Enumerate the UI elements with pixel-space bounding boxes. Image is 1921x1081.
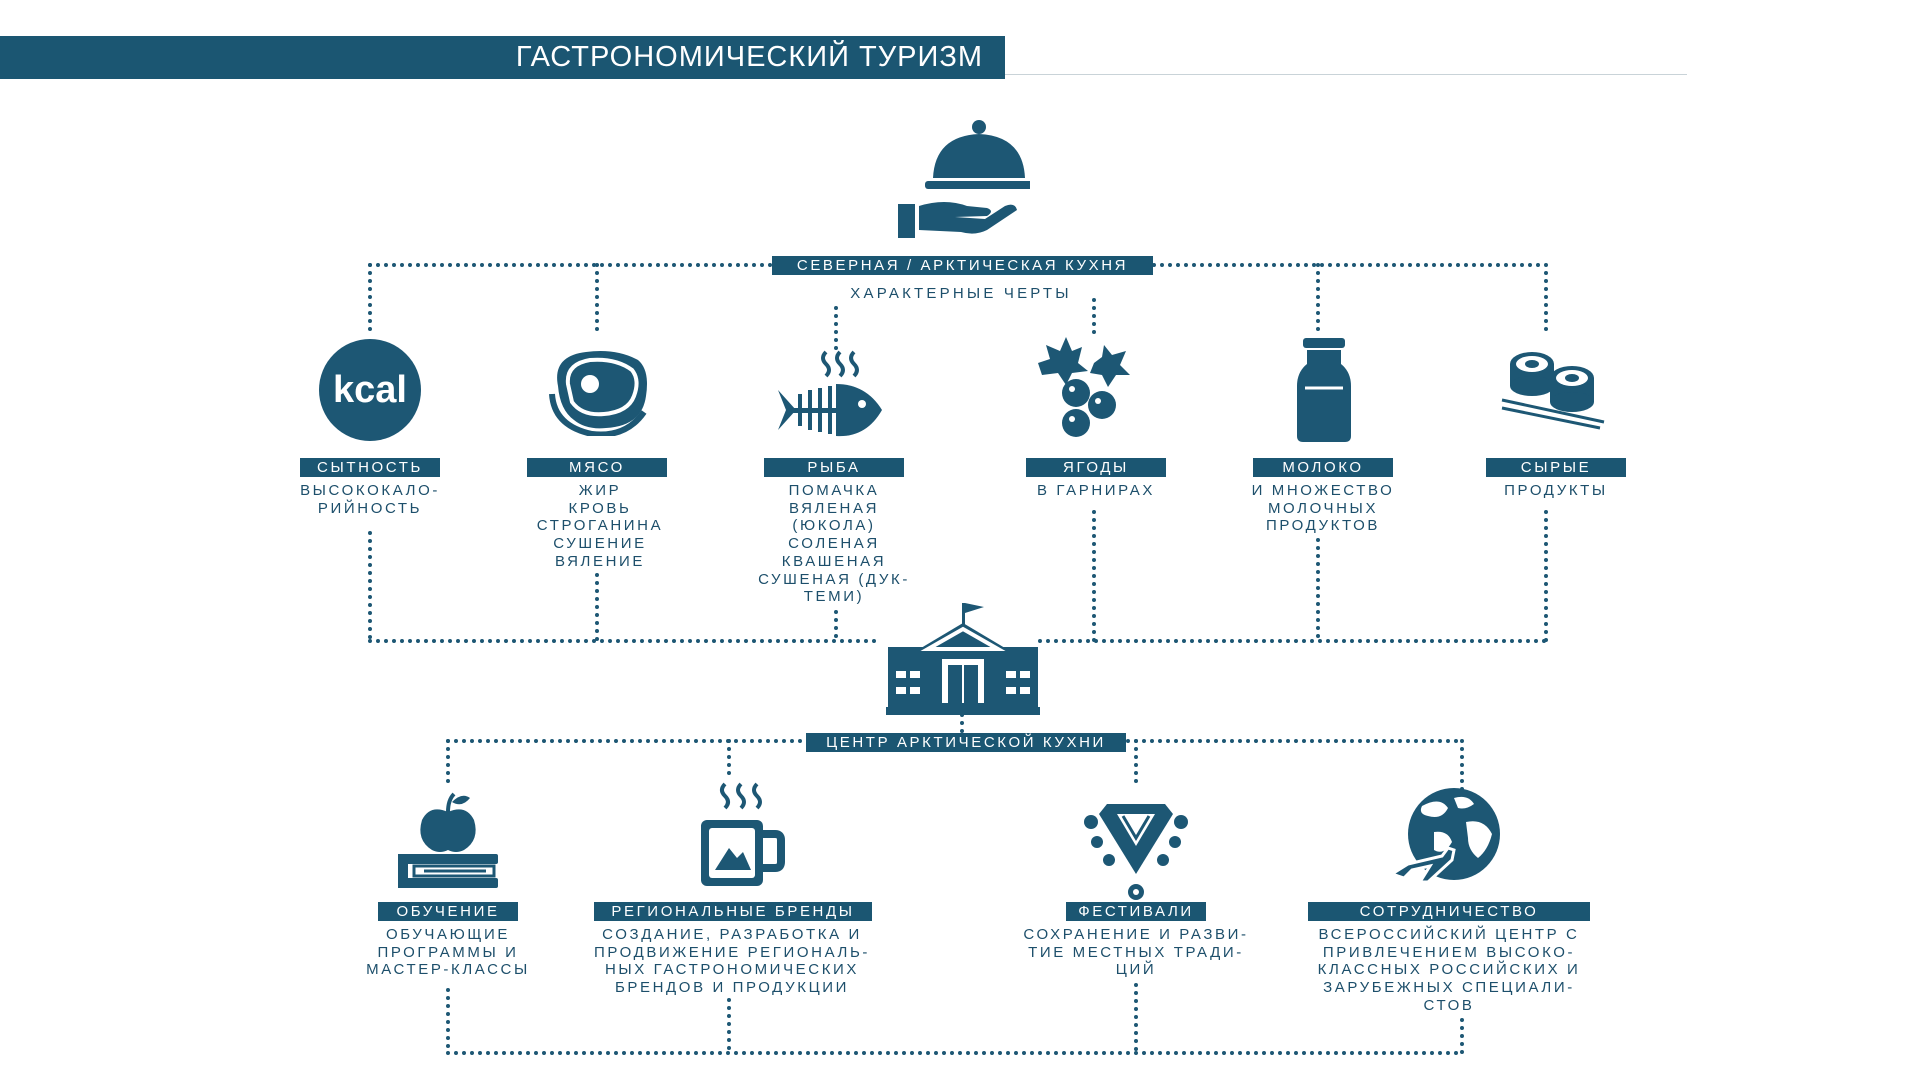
sushi-icon: [1501, 352, 1605, 430]
feature-label-raw: СЫРЫЕ: [1486, 458, 1626, 477]
feature-text-berries: В ГАРНИРАХ: [1018, 482, 1174, 500]
direction-label-festivals: ФЕСТИВАЛИ: [1066, 902, 1206, 921]
feature-label-fish: РЫБА: [764, 458, 904, 477]
feature-label-milk: МОЛОКО: [1253, 458, 1393, 477]
direction-label-cooperation: СОТРУДНИЧЕСТВО: [1308, 902, 1590, 921]
school-building-icon: [886, 603, 1040, 715]
kcal-icon: kcal: [319, 339, 421, 441]
fish-icon: [778, 350, 882, 437]
mug-icon: [701, 782, 785, 886]
direction-label-brands: РЕГИОНАЛЬНЫЕ БРЕНДЫ: [594, 902, 872, 921]
globe-plane-icon: [1388, 788, 1500, 884]
center-label: ЦЕНТР АРКТИЧЕСКОЙ КУХНИ: [806, 733, 1126, 752]
berries-icon: [1038, 337, 1130, 437]
feature-text-milk: И МНОЖЕСТВО МОЛОЧНЫХ ПРОДУКТОВ: [1226, 482, 1420, 536]
feature-text-raw: ПРОДУКТЫ: [1486, 482, 1626, 500]
svg-text:kcal: kcal: [333, 369, 407, 411]
ornament-icon: [1084, 804, 1188, 900]
direction-text-festivals: СОХРАНЕНИЕ И РАЗВИ- ТИЕ МЕСТНЫХ ТРАДИ- Ц…: [1018, 926, 1254, 980]
direction-text-brands: СОЗДАНИЕ, РАЗРАБОТКА И ПРОДВИЖЕНИЕ РЕГИО…: [582, 926, 882, 997]
direction-label-education: ОБУЧЕНИЕ: [378, 902, 518, 921]
top-label: СЕВЕРНАЯ / АРКТИЧЕСКАЯ КУХНЯ: [772, 256, 1153, 275]
apple-book-icon: [398, 792, 498, 888]
feature-label-meat: МЯСО: [527, 458, 667, 477]
direction-text-cooperation: ВСЕРОССИЙСКИЙ ЦЕНТР С ПРИВЛЕЧЕНИЕМ ВЫСОК…: [1306, 926, 1592, 1015]
milk-bottle-icon: [1297, 338, 1351, 442]
feature-text-fish: ПОМАЧКА ВЯЛЕНАЯ (ЮКОЛА) СОЛЕНАЯ КВАШЕНАЯ…: [736, 482, 932, 606]
serving-cloche-icon: [898, 120, 1030, 238]
top-subtitle: ХАРАКТЕРНЫЕ ЧЕРТЫ: [830, 285, 1092, 303]
steak-icon: [549, 351, 647, 436]
direction-text-education: ОБУЧАЮЩИЕ ПРОГРАММЫ И МАСТЕР-КЛАССЫ: [356, 926, 540, 980]
feature-text-satiety: ВЫСОКОКАЛО- РИЙНОСТЬ: [277, 482, 463, 518]
feature-text-meat: ЖИР КРОВЬ СТРОГАНИНА СУШЕНИЕ ВЯЛЕНИЕ: [522, 482, 678, 571]
title-bar: ГАСТРОНОМИЧЕСКИЙ ТУРИЗМ: [0, 36, 1005, 79]
feature-label-satiety: СЫТНОСТЬ: [300, 458, 440, 477]
page-title: ГАСТРОНОМИЧЕСКИЙ ТУРИЗМ: [515, 41, 983, 73]
title-divider: [1005, 74, 1687, 75]
feature-label-berries: ЯГОДЫ: [1026, 458, 1166, 477]
